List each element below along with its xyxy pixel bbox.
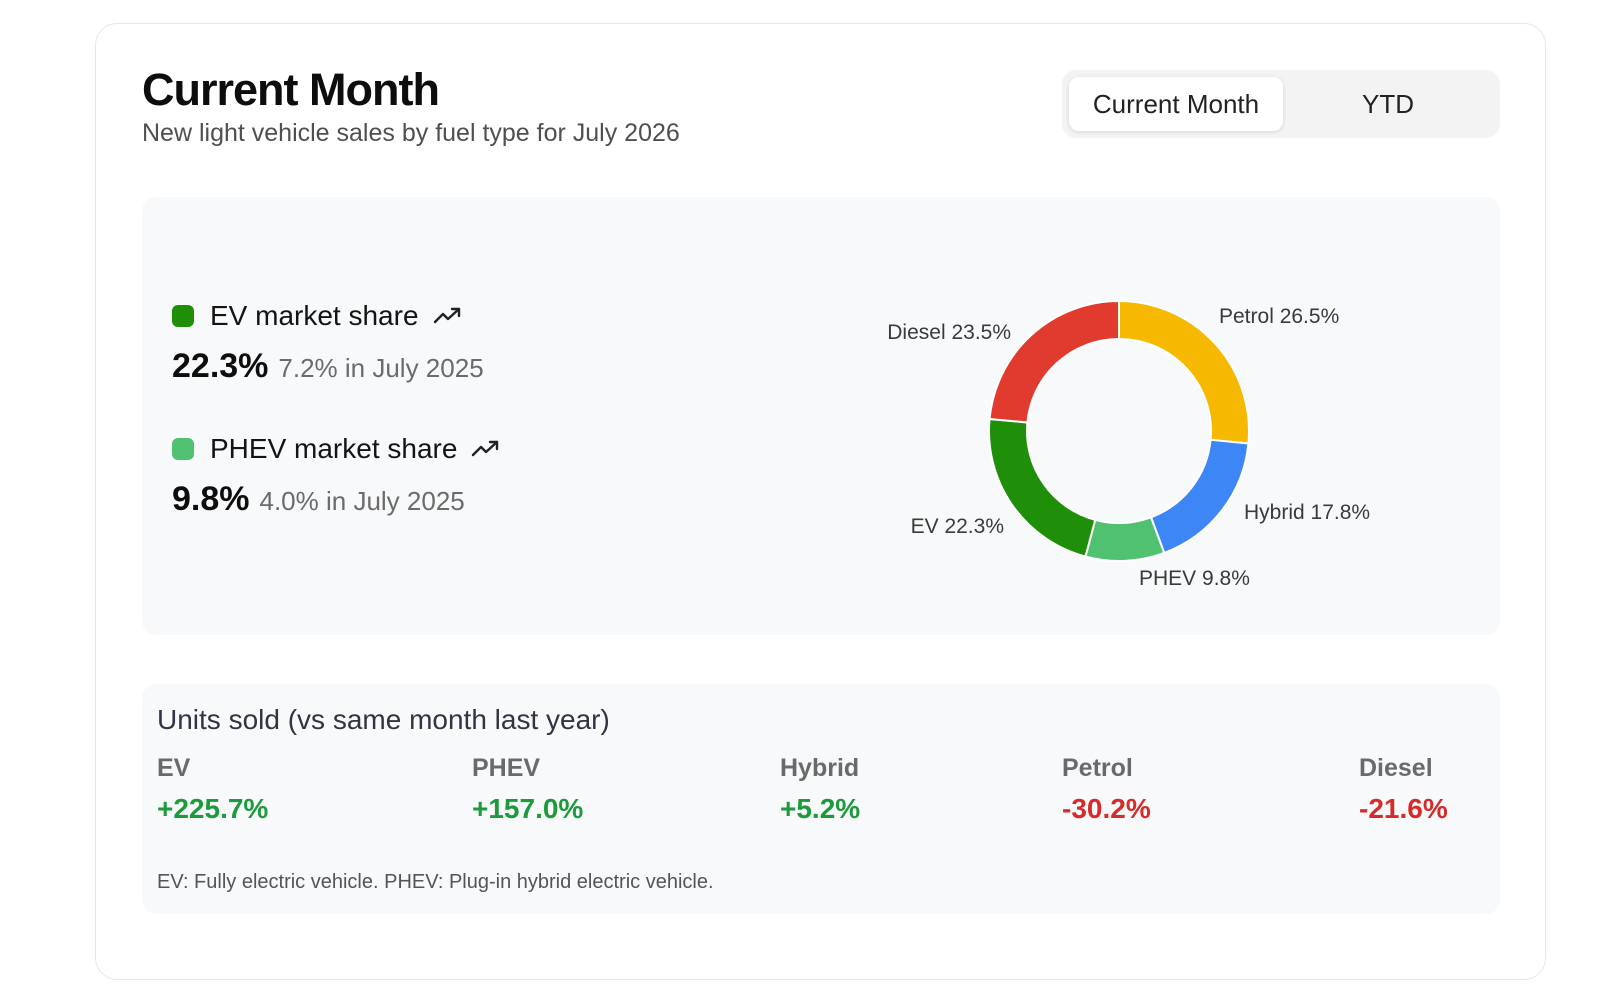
units-sold-panel: Units sold (vs same month last year) EV +… [142, 684, 1500, 914]
unit-col-diesel: Diesel -21.6% [1359, 754, 1448, 825]
ev-color-dot [172, 305, 194, 327]
unit-col-phev: PHEV +157.0% [472, 754, 583, 825]
unit-name: Petrol [1062, 754, 1133, 782]
phev-share-value: 9.8% [172, 480, 250, 518]
unit-change: +157.0% [472, 793, 584, 824]
unit-name: Diesel [1359, 754, 1433, 782]
donut-slice-hybrid[interactable] [1149, 438, 1250, 555]
units-title: Units sold (vs same month last year) [157, 704, 610, 735]
donut-slice-diesel[interactable] [988, 299, 1120, 424]
unit-change: +5.2% [780, 793, 861, 824]
page-title: Current Month [142, 64, 440, 115]
trending-up-icon [472, 440, 499, 457]
period-toggle: Current Month YTD [1062, 70, 1500, 138]
ev-share-previous: 7.2% in July 2025 [278, 353, 484, 383]
sales-card: Current Month New light vehicle sales by… [95, 23, 1546, 980]
donut-slice-ev[interactable] [988, 417, 1097, 558]
donut-label-diesel: Diesel 23.5% [887, 321, 1011, 344]
footnote: EV: Fully electric vehicle. PHEV: Plug-i… [157, 871, 714, 893]
donut-label-hybrid: Hybrid 17.8% [1244, 501, 1370, 524]
ev-share-header: EV market share [172, 300, 463, 332]
donut-label-petrol: Petrol 26.5% [1219, 305, 1339, 328]
donut-label-ev: EV 22.3% [911, 515, 1004, 538]
tab-ytd[interactable]: YTD [1362, 89, 1414, 119]
phev-share-previous: 4.0% in July 2025 [259, 486, 465, 516]
ev-share-label: EV market share [210, 300, 419, 331]
tab-current-month[interactable]: Current Month [1069, 77, 1283, 131]
unit-col-hybrid: Hybrid +5.2% [780, 754, 860, 825]
unit-name: Hybrid [780, 754, 860, 782]
fuel-type-donut-chart: Petrol 26.5% Hybrid 17.8% PHEV 9.8% EV 22.3… [842, 237, 1442, 607]
unit-col-petrol: Petrol -30.2% [1062, 754, 1151, 825]
unit-change: -30.2% [1062, 793, 1151, 824]
market-share-panel: EV market share 22.3% 7.2% in July 2025 … [142, 197, 1500, 635]
page-subtitle: New light vehicle sales by fuel type for… [142, 119, 680, 147]
unit-change: -21.6% [1359, 793, 1448, 824]
unit-name: EV [157, 754, 191, 782]
unit-col-ev: EV +225.7% [157, 754, 268, 825]
donut-slice-phev[interactable] [1084, 515, 1166, 562]
phev-share-values: 9.8% 4.0% in July 2025 [172, 480, 465, 519]
phev-share-header: PHEV market share [172, 433, 501, 465]
ev-share-value: 22.3% [172, 347, 269, 385]
unit-change: +225.7% [157, 793, 269, 824]
unit-name: PHEV [472, 754, 541, 782]
donut-label-phev: PHEV 9.8% [1139, 567, 1250, 590]
donut-svg: Petrol 26.5% Hybrid 17.8% PHEV 9.8% EV 22.3… [887, 299, 1370, 590]
ev-share-values: 22.3% 7.2% in July 2025 [172, 347, 484, 386]
trending-up-icon [433, 307, 460, 324]
phev-color-dot [172, 438, 194, 460]
phev-share-label: PHEV market share [210, 433, 458, 464]
